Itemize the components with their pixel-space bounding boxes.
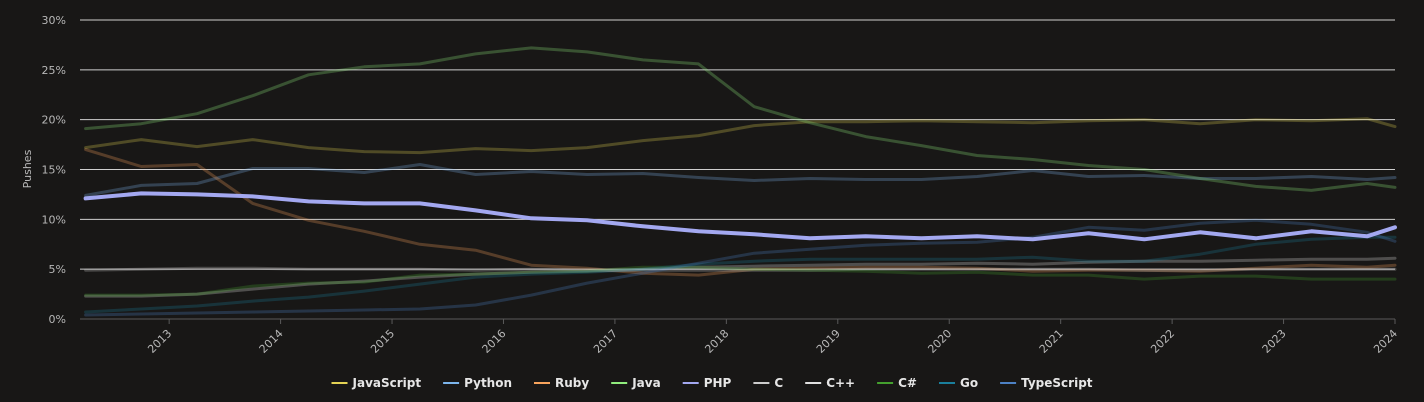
y-tick-label: 10% — [42, 213, 66, 226]
legend-label: Python — [464, 376, 512, 390]
x-tick-label: 2019 — [814, 327, 843, 356]
y-tick-label: 25% — [42, 64, 66, 77]
legend-item-c-[interactable]: C# — [877, 376, 917, 390]
x-tick-label: 2018 — [702, 327, 731, 356]
x-tick-label: 2016 — [480, 327, 509, 356]
legend-label: C++ — [826, 376, 855, 390]
y-tick-label: 0% — [49, 313, 66, 326]
y-tick-label: 15% — [42, 164, 66, 177]
legend-label: PHP — [704, 376, 732, 390]
legend[interactable]: JavaScript Python Ruby Java PHP C C++ C# Go TypeS… — [331, 376, 1093, 390]
series-line-c[interactable] — [84, 266, 1397, 272]
legend-label: Go — [960, 376, 978, 390]
x-tick-label: 2021 — [1037, 327, 1066, 356]
y-axis: Pushes 0% 5% 10% 15% 20% 25% 30% — [21, 14, 66, 326]
x-tick-label: 2024 — [1371, 327, 1400, 356]
legend-item-java[interactable]: Java — [611, 376, 661, 390]
legend-item-ruby[interactable]: Ruby — [534, 376, 589, 390]
y-axis-label: Pushes — [21, 149, 34, 188]
series-lines — [83, 46, 1397, 317]
legend-item-go[interactable]: Go — [939, 376, 978, 390]
legend-item-php[interactable]: PHP — [682, 376, 732, 390]
x-tick-label: 2023 — [1260, 327, 1289, 356]
x-axis: 2013 2014 2015 2016 2017 2018 2019 2020 2021 2022… — [145, 319, 1400, 356]
x-tick-label: 2017 — [591, 327, 620, 356]
legend-label: Java — [631, 376, 660, 390]
x-tick-label: 2015 — [368, 327, 397, 356]
legend-label: JavaScript — [352, 376, 422, 390]
legend-label: Ruby — [555, 376, 589, 390]
legend-item-c-[interactable]: C++ — [805, 376, 855, 390]
y-tick-label: 20% — [42, 114, 66, 127]
legend-label: C# — [898, 376, 917, 390]
grid-lines — [80, 19, 1395, 320]
y-tick-label: 30% — [42, 14, 66, 27]
series-line-php[interactable] — [83, 191, 1397, 242]
legend-label: TypeScript — [1021, 376, 1093, 390]
x-tick-label: 2013 — [145, 327, 174, 356]
series-line-ruby[interactable] — [84, 148, 1397, 277]
x-tick-label: 2022 — [1148, 327, 1177, 356]
series-line-c-[interactable] — [84, 265, 1397, 297]
y-tick-label: 5% — [49, 263, 66, 276]
series-line-java[interactable] — [84, 46, 1397, 192]
x-tick-label: 2014 — [257, 327, 286, 356]
series-line-javascript[interactable] — [84, 117, 1397, 155]
series-line-typescript[interactable] — [84, 218, 1397, 317]
legend-item-javascript[interactable]: JavaScript — [331, 376, 422, 390]
legend-item-typescript[interactable]: TypeScript — [1000, 376, 1093, 390]
x-tick-label: 2020 — [925, 327, 954, 356]
series-line-python[interactable] — [84, 163, 1397, 197]
series-line-go[interactable] — [84, 235, 1397, 314]
series-line-c-[interactable] — [84, 256, 1397, 298]
legend-item-python[interactable]: Python — [443, 376, 512, 390]
legend-label: C — [774, 376, 783, 390]
legend-item-c[interactable]: C — [753, 376, 783, 390]
